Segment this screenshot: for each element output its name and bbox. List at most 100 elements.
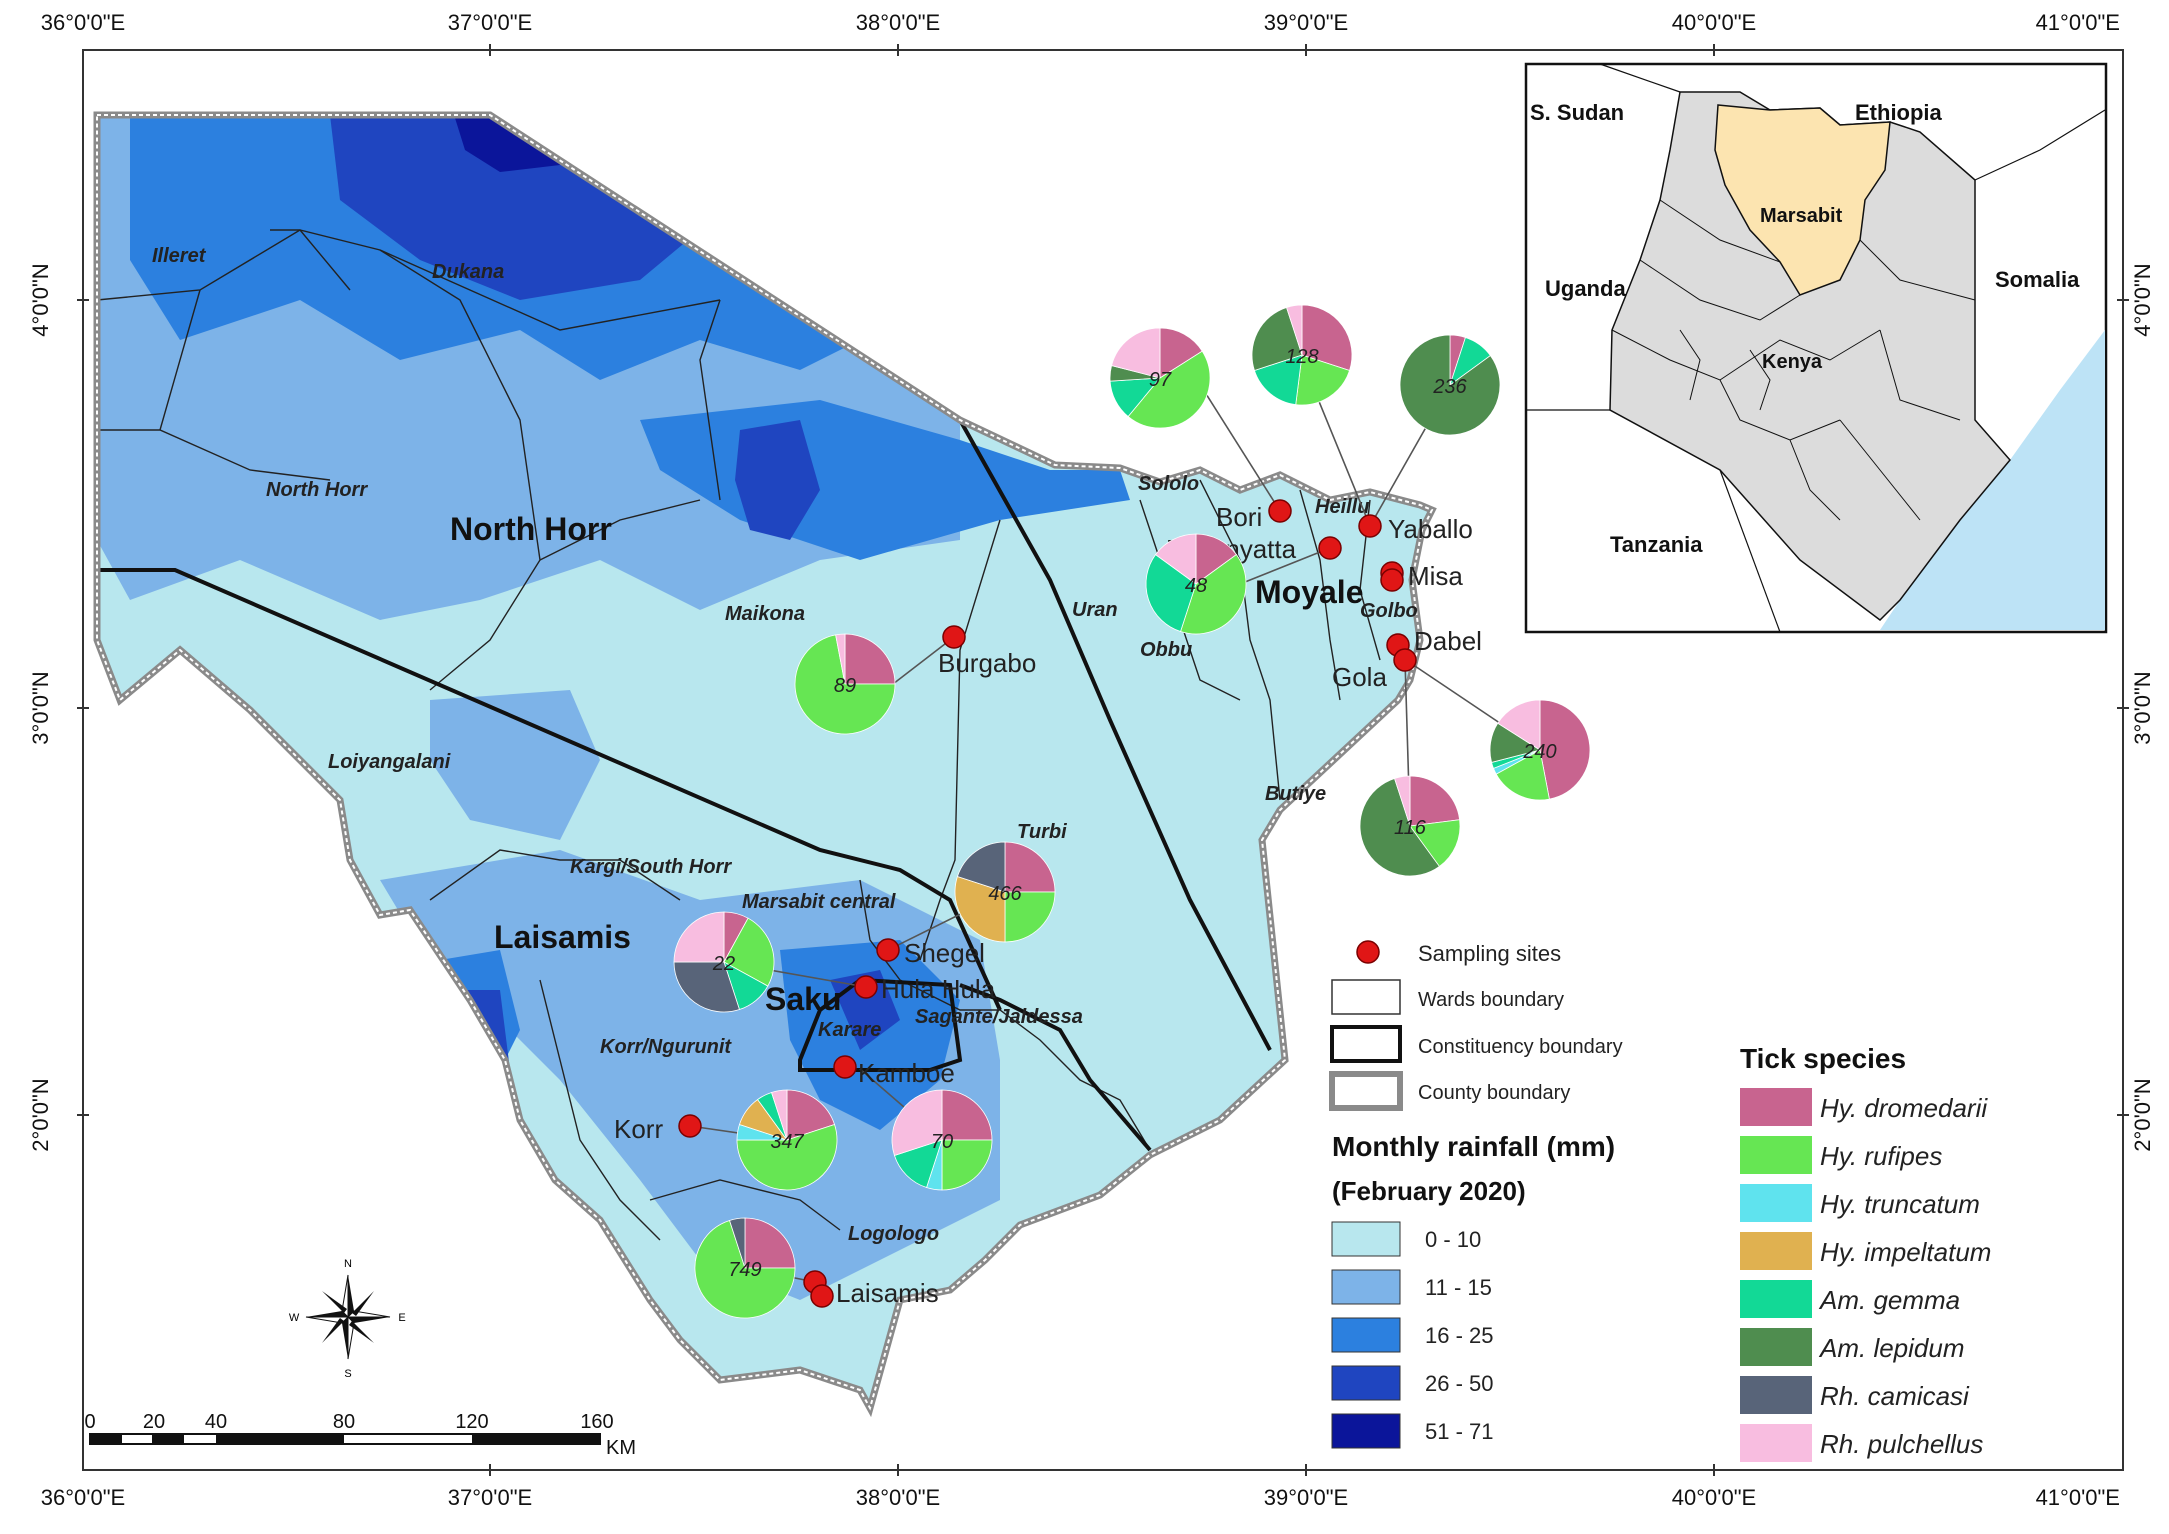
- pie-chart: 48: [1145, 533, 1247, 635]
- lon-label-top: 38°0'0"E: [856, 10, 940, 35]
- rainfall-class-label: 0 - 10: [1425, 1227, 1481, 1252]
- scale-tick: 160: [580, 1411, 613, 1433]
- legend-county-symbol: [1329, 1071, 1403, 1111]
- sampling-site-marker[interactable]: [854, 975, 878, 999]
- pie-slice-hy-dromedarii: [941, 1089, 993, 1141]
- site-label: Misa: [1408, 561, 1463, 591]
- ward-label: Dukana: [432, 261, 504, 283]
- compass-w: W: [289, 1312, 300, 1324]
- scale-tick: 80: [333, 1411, 355, 1433]
- pie-total-label: 89: [834, 675, 856, 697]
- rainfall-layer: [97, 115, 1432, 1408]
- pie-chart: 236: [1399, 334, 1501, 436]
- pie-slice-hy-dromedarii: [1539, 699, 1591, 800]
- inset-label-s-sudan: S. Sudan: [1530, 100, 1624, 125]
- pie-total-label: 97: [1149, 369, 1172, 391]
- sampling-site-marker[interactable]: [876, 938, 900, 962]
- sampling-site-marker[interactable]: [1318, 536, 1342, 560]
- pie-chart: 240: [1489, 699, 1591, 801]
- ward-label: Loiyangalani: [328, 751, 451, 773]
- lon-label-bottom: 37°0'0"E: [448, 1485, 532, 1510]
- lon-label-top: 40°0'0"E: [1672, 10, 1756, 35]
- pie-slice-rh-pulchellus: [1286, 304, 1303, 356]
- compass-s: S: [344, 1368, 351, 1380]
- species-label: Rh. pulchellus: [1820, 1429, 1983, 1459]
- lat-label-left: 4°0'0"N: [28, 263, 53, 336]
- pie-slice-hy-rufipes: [1180, 554, 1247, 635]
- inset-label-kenya: Kenya: [1762, 351, 1823, 373]
- rainfall-zone-26-50: [330, 115, 700, 300]
- rainfall-class-label: 11 - 15: [1425, 1275, 1492, 1300]
- pie-total-label: 128: [1285, 346, 1318, 368]
- pie-slice-rh-pulchellus: [673, 911, 725, 963]
- constituency-boundaries: [97, 419, 1272, 1152]
- pie-slice-hy-dromedarii: [744, 1217, 796, 1269]
- pie-total-label: 240: [1522, 741, 1556, 763]
- lat-label-right: 2°0'0"N: [2130, 1078, 2155, 1151]
- constituency-labels: North Horr Moyale Laisamis Saku: [450, 511, 1363, 1017]
- species-label: Am. gemma: [1818, 1285, 1960, 1315]
- ward-label: Marsabit central: [742, 891, 896, 913]
- lat-label-right: 4°0'0"N: [2130, 263, 2155, 336]
- pie-slice-rh-camicasi: [673, 961, 740, 1013]
- pie-chart: 89: [794, 633, 896, 735]
- site-label: Hula Hula: [881, 974, 996, 1004]
- lat-label-right: 3°0'0"N: [2130, 671, 2155, 744]
- inset-international-borders: [1526, 63, 2106, 633]
- lon-label-bottom: 36°0'0"E: [41, 1485, 125, 1510]
- sampling-site-marker[interactable]: [833, 1055, 857, 1079]
- rainfall-swatch: [1331, 1365, 1401, 1401]
- ward-label: North Horr: [266, 479, 368, 501]
- pie-slice-hy-rufipes: [1495, 749, 1550, 801]
- site-label: Kamboe: [858, 1058, 955, 1088]
- pie-total-label: 347: [770, 1131, 804, 1153]
- axis-ticks: [77, 44, 2129, 1476]
- scale-tick: 0: [84, 1411, 95, 1433]
- boundary-legend: Sampling sites Wards boundary Constituen…: [1329, 940, 1623, 1111]
- pie-slice-rh-pulchellus: [1154, 533, 1197, 585]
- sampling-site-marker[interactable]: [1393, 648, 1417, 672]
- pie-slice-hy-rufipes: [1004, 891, 1056, 943]
- sampling-site-marker[interactable]: [942, 625, 966, 649]
- pie-slice-am-gemma: [1253, 354, 1303, 406]
- pie-total-label: 22: [712, 953, 735, 975]
- pie-slice-am-lepidum: [1359, 777, 1440, 877]
- pie-slice-hy-impeltatum: [954, 876, 1006, 943]
- pie-total-label: 70: [931, 1131, 953, 1153]
- species-swatch: [1740, 1424, 1812, 1462]
- scale-tick: 40: [205, 1411, 227, 1433]
- pie-slice-hy-rufipes: [736, 1124, 838, 1191]
- pie-slice-am-lepidum: [1399, 334, 1501, 436]
- legend-county-boundary: County boundary: [1418, 1082, 1570, 1104]
- ward-label: Heillu: [1315, 496, 1369, 518]
- sampling-site-marker[interactable]: [810, 1284, 834, 1308]
- sampling-site-marker[interactable]: [1380, 568, 1404, 592]
- compass-icon: N S W E: [289, 1258, 406, 1380]
- pie-slice-rh-pulchellus: [835, 633, 846, 685]
- county-boundary-inner: [96, 114, 1434, 1411]
- sampling-site-marker[interactable]: [1268, 499, 1292, 523]
- ward-label: Kargi/South Horr: [570, 856, 732, 878]
- pie-slice-rh-camicasi: [729, 1217, 746, 1269]
- rainfall-zone-11-15: [430, 690, 600, 840]
- ward-labels: Illeret Dukana North Horr Maikona Loiyan…: [152, 245, 1418, 1245]
- legend-sampling-sites: Sampling sites: [1418, 941, 1561, 966]
- legend-wards-symbol: [1331, 979, 1401, 1015]
- site-label: Yaballo: [1388, 514, 1473, 544]
- lon-label-top: 37°0'0"E: [448, 10, 532, 35]
- compass-e: E: [398, 1312, 405, 1324]
- inset-ocean: [1880, 330, 2105, 630]
- pie-total-label: 48: [1185, 575, 1207, 597]
- site-label: Bori: [1216, 502, 1262, 532]
- site-label: Dabel: [1414, 626, 1482, 656]
- sampling-site-marker[interactable]: [1358, 514, 1382, 538]
- inset-label-marsabit: Marsabit: [1760, 205, 1843, 227]
- pie-total-label: 236: [1432, 376, 1467, 398]
- site-label: Shegel: [904, 938, 985, 968]
- site-label: Laisamis: [836, 1278, 939, 1308]
- species-swatch: [1740, 1136, 1812, 1174]
- pie-slice-rh-pulchellus: [891, 1089, 943, 1156]
- legend-wards-boundary: Wards boundary: [1418, 989, 1564, 1011]
- sampling-site-marker[interactable]: [678, 1114, 702, 1138]
